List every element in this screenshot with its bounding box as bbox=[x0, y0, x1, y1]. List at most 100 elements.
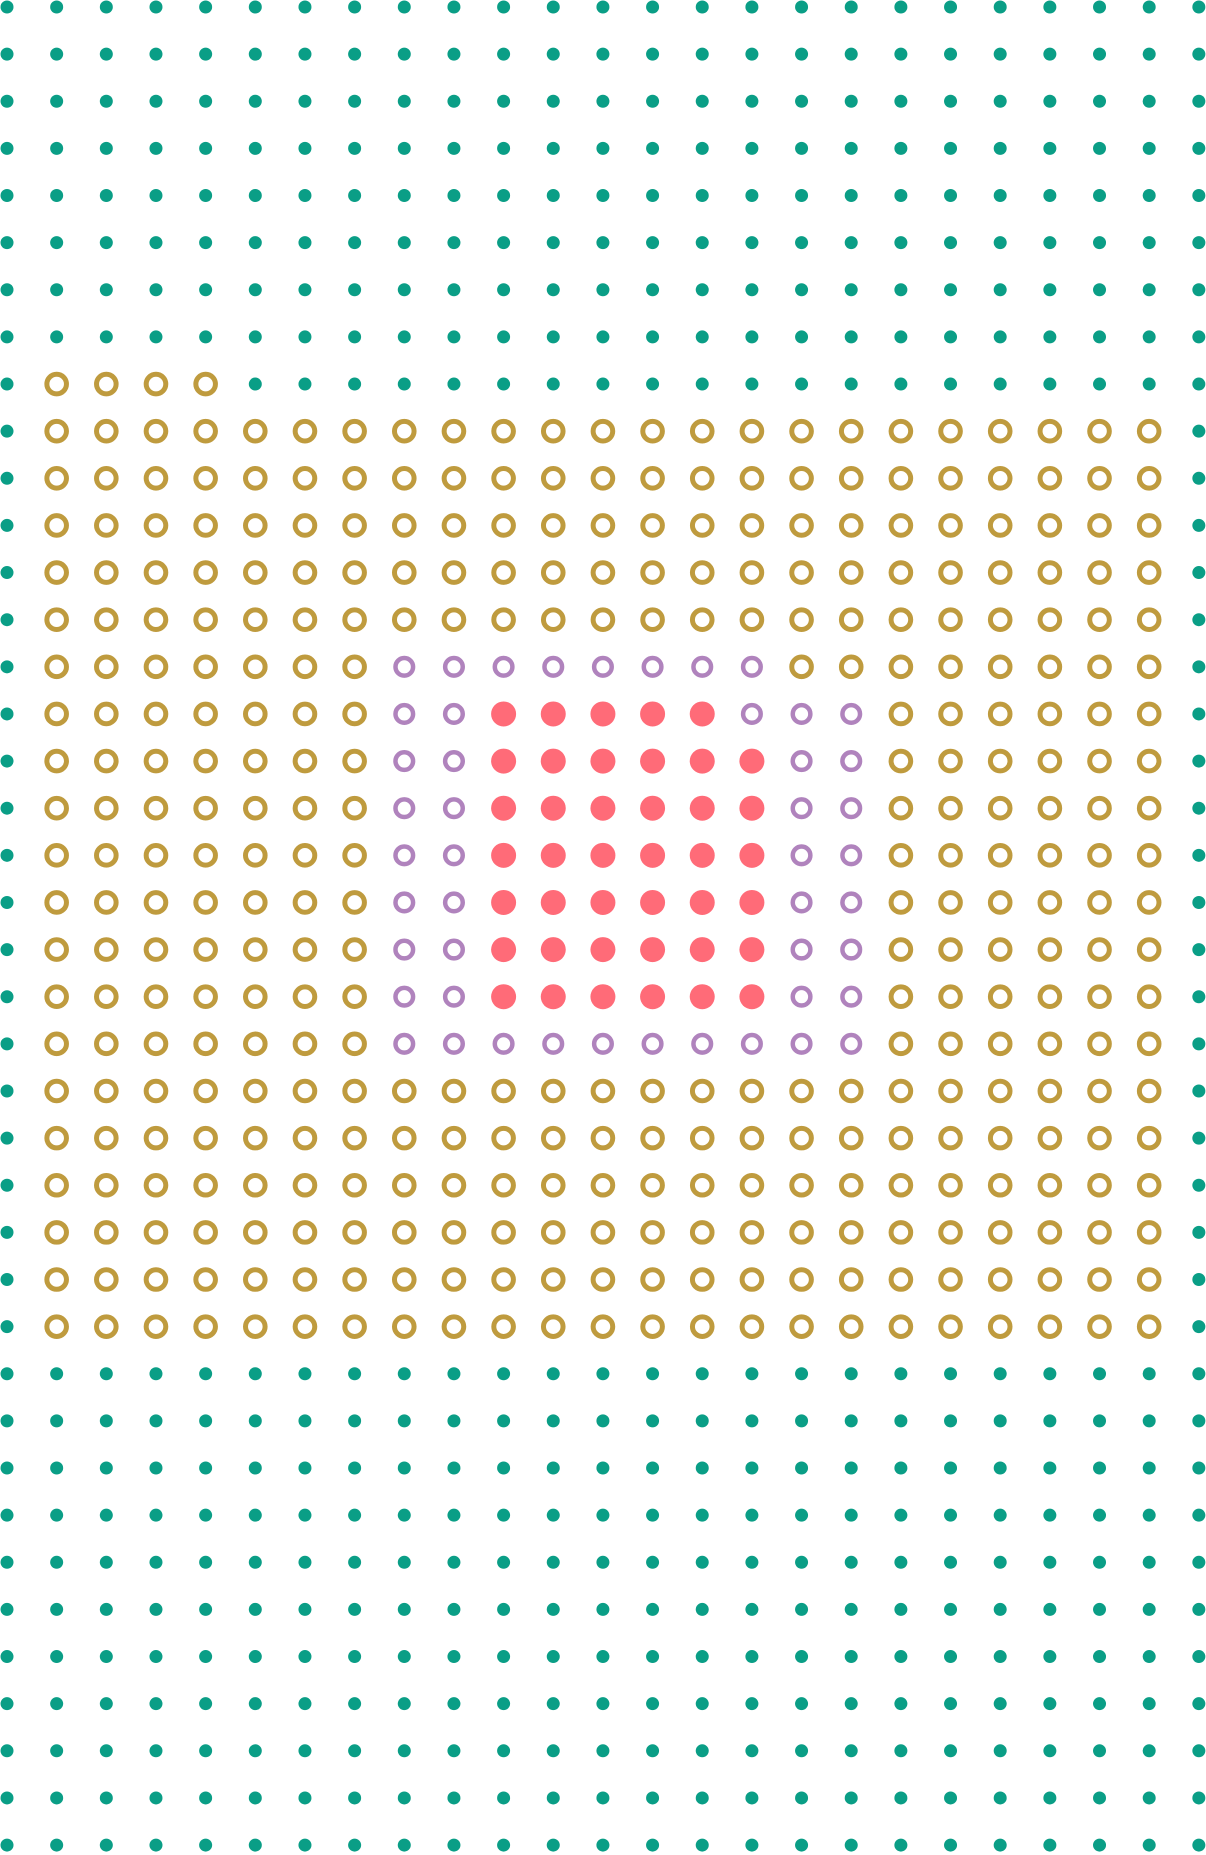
dot bbox=[497, 1367, 511, 1381]
ring bbox=[888, 1172, 914, 1198]
dot bbox=[745, 1744, 759, 1758]
ring bbox=[292, 1031, 318, 1057]
dot bbox=[546, 1650, 560, 1664]
ring bbox=[590, 1314, 616, 1339]
dot bbox=[993, 1461, 1007, 1475]
disc bbox=[640, 701, 666, 727]
dot bbox=[149, 1414, 163, 1428]
dot bbox=[99, 94, 113, 108]
dot bbox=[99, 330, 113, 344]
ring bbox=[739, 418, 765, 444]
dot bbox=[298, 94, 312, 108]
ring bbox=[938, 513, 963, 538]
ring bbox=[292, 1220, 318, 1245]
ring bbox=[987, 607, 1013, 632]
dot bbox=[1043, 236, 1057, 250]
dot bbox=[844, 1650, 858, 1664]
ring bbox=[193, 1220, 218, 1245]
dot bbox=[795, 330, 809, 344]
dot bbox=[944, 283, 958, 297]
dot bbox=[298, 1744, 312, 1758]
dot bbox=[894, 1791, 908, 1805]
dot bbox=[199, 236, 213, 250]
ring bbox=[441, 607, 467, 632]
ring bbox=[1087, 843, 1112, 868]
ring bbox=[987, 466, 1013, 491]
dot bbox=[248, 1367, 262, 1381]
ring bbox=[590, 418, 616, 444]
dot bbox=[596, 377, 610, 391]
dot bbox=[149, 283, 163, 297]
dot bbox=[596, 1555, 610, 1569]
ring bbox=[143, 1220, 169, 1245]
dot bbox=[298, 330, 312, 344]
ring bbox=[292, 1125, 318, 1151]
ring bbox=[94, 843, 119, 868]
dot bbox=[199, 1744, 213, 1758]
dot bbox=[248, 1697, 262, 1711]
dot bbox=[745, 0, 759, 14]
dot bbox=[0, 1697, 14, 1711]
dot bbox=[248, 1414, 262, 1428]
dot bbox=[1093, 189, 1107, 203]
dot bbox=[99, 189, 113, 203]
ring bbox=[94, 466, 119, 491]
dot bbox=[248, 330, 262, 344]
dot bbox=[745, 1508, 759, 1522]
dot bbox=[1192, 283, 1206, 297]
dot bbox=[1093, 0, 1107, 14]
ring bbox=[888, 1314, 914, 1339]
dot bbox=[795, 1744, 809, 1758]
ring bbox=[391, 560, 417, 585]
ring bbox=[1136, 843, 1162, 868]
dot bbox=[397, 1461, 411, 1475]
ring bbox=[987, 795, 1013, 821]
ring-small bbox=[542, 655, 565, 678]
dot bbox=[795, 1555, 809, 1569]
ring bbox=[590, 513, 616, 538]
dot bbox=[1043, 1508, 1057, 1522]
ring bbox=[44, 890, 69, 915]
ring bbox=[491, 418, 516, 444]
dot bbox=[497, 1650, 511, 1664]
ring bbox=[938, 1220, 963, 1245]
dot bbox=[1142, 1508, 1156, 1522]
ring bbox=[1037, 513, 1063, 538]
ring bbox=[1037, 654, 1063, 680]
disc bbox=[491, 842, 517, 868]
dot bbox=[894, 1838, 908, 1852]
dot bbox=[50, 47, 64, 61]
dot bbox=[199, 94, 213, 108]
dot bbox=[199, 1602, 213, 1616]
dot bbox=[795, 1414, 809, 1428]
dot bbox=[298, 1367, 312, 1381]
dot bbox=[546, 330, 560, 344]
dot bbox=[99, 1602, 113, 1616]
dot bbox=[99, 1838, 113, 1852]
dot bbox=[1142, 141, 1156, 155]
ring bbox=[987, 890, 1013, 915]
disc bbox=[689, 889, 715, 915]
ring bbox=[987, 560, 1013, 585]
ring-small bbox=[790, 938, 813, 961]
ring bbox=[1136, 654, 1162, 680]
dot bbox=[844, 0, 858, 14]
dot bbox=[50, 189, 64, 203]
dot bbox=[1043, 1555, 1057, 1569]
ring bbox=[94, 1078, 119, 1104]
dot bbox=[248, 1602, 262, 1616]
ring-small bbox=[790, 702, 813, 726]
dot bbox=[397, 1602, 411, 1616]
ring bbox=[1136, 466, 1162, 491]
dot bbox=[993, 1414, 1007, 1428]
dot bbox=[99, 1461, 113, 1475]
dot bbox=[745, 1414, 759, 1428]
dot bbox=[844, 283, 858, 297]
ring bbox=[1087, 418, 1112, 444]
dot bbox=[298, 1414, 312, 1428]
dot bbox=[0, 895, 14, 909]
dot bbox=[1093, 1744, 1107, 1758]
dot bbox=[0, 1367, 14, 1381]
dot bbox=[348, 236, 362, 250]
dot bbox=[348, 1367, 362, 1381]
